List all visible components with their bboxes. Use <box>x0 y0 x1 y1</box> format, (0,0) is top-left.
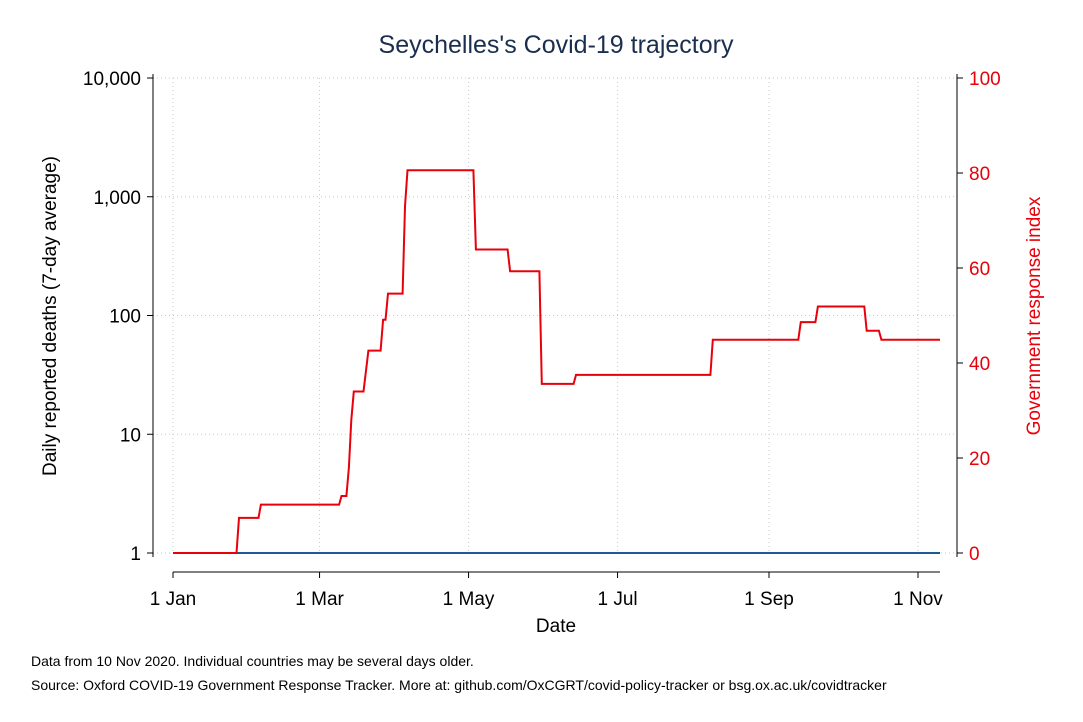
government-response-line <box>173 169 940 554</box>
x-axis-label: Date <box>536 616 576 637</box>
x-tick-label: 1 May <box>443 589 495 610</box>
grid-lines <box>153 77 957 554</box>
y-right-tick-label: 0 <box>969 544 980 565</box>
y-axis-left-ticks: 1 10 100 1,000 10,000 <box>83 69 153 565</box>
covid-trajectory-chart: Seychelles's Covid-19 trajectory 1 Jan 1 … <box>40 31 1045 637</box>
y-left-tick-label: 10,000 <box>83 69 141 90</box>
x-tick-label: 1 Jul <box>597 589 637 610</box>
y-right-tick-label: 20 <box>969 449 990 470</box>
y-left-tick-label: 100 <box>109 307 141 328</box>
chart-title: Seychelles's Covid-19 trajectory <box>379 31 734 59</box>
y-right-tick-label: 60 <box>969 259 990 280</box>
y-axis-left-label: Daily reported deaths (7-day average) <box>40 156 61 476</box>
source-note: Source: Oxford COVID-19 Government Respo… <box>31 677 887 693</box>
y-right-tick-label: 40 <box>969 354 990 375</box>
x-tick-label: 1 Mar <box>295 589 344 610</box>
y-right-tick-label: 80 <box>969 164 990 185</box>
y-left-tick-label: 1,000 <box>93 188 141 209</box>
x-axis-ticks: 1 Jan 1 Mar 1 May 1 Jul 1 Sep 1 Nov <box>150 572 943 610</box>
x-tick-label: 1 Nov <box>893 589 943 610</box>
y-axis-right-ticks: 0 20 40 60 80 100 <box>957 69 1001 565</box>
y-left-tick-label: 10 <box>120 425 141 446</box>
x-tick-label: 1 Sep <box>744 589 794 610</box>
y-axis-right-label: Government response index <box>1024 196 1045 435</box>
y-left-tick-label: 1 <box>130 544 141 565</box>
axes <box>152 74 958 573</box>
series-lines <box>173 169 940 554</box>
data-date-note: Data from 10 Nov 2020. Individual countr… <box>31 653 474 669</box>
x-tick-label: 1 Jan <box>150 589 196 610</box>
y-right-tick-label: 100 <box>969 69 1001 90</box>
